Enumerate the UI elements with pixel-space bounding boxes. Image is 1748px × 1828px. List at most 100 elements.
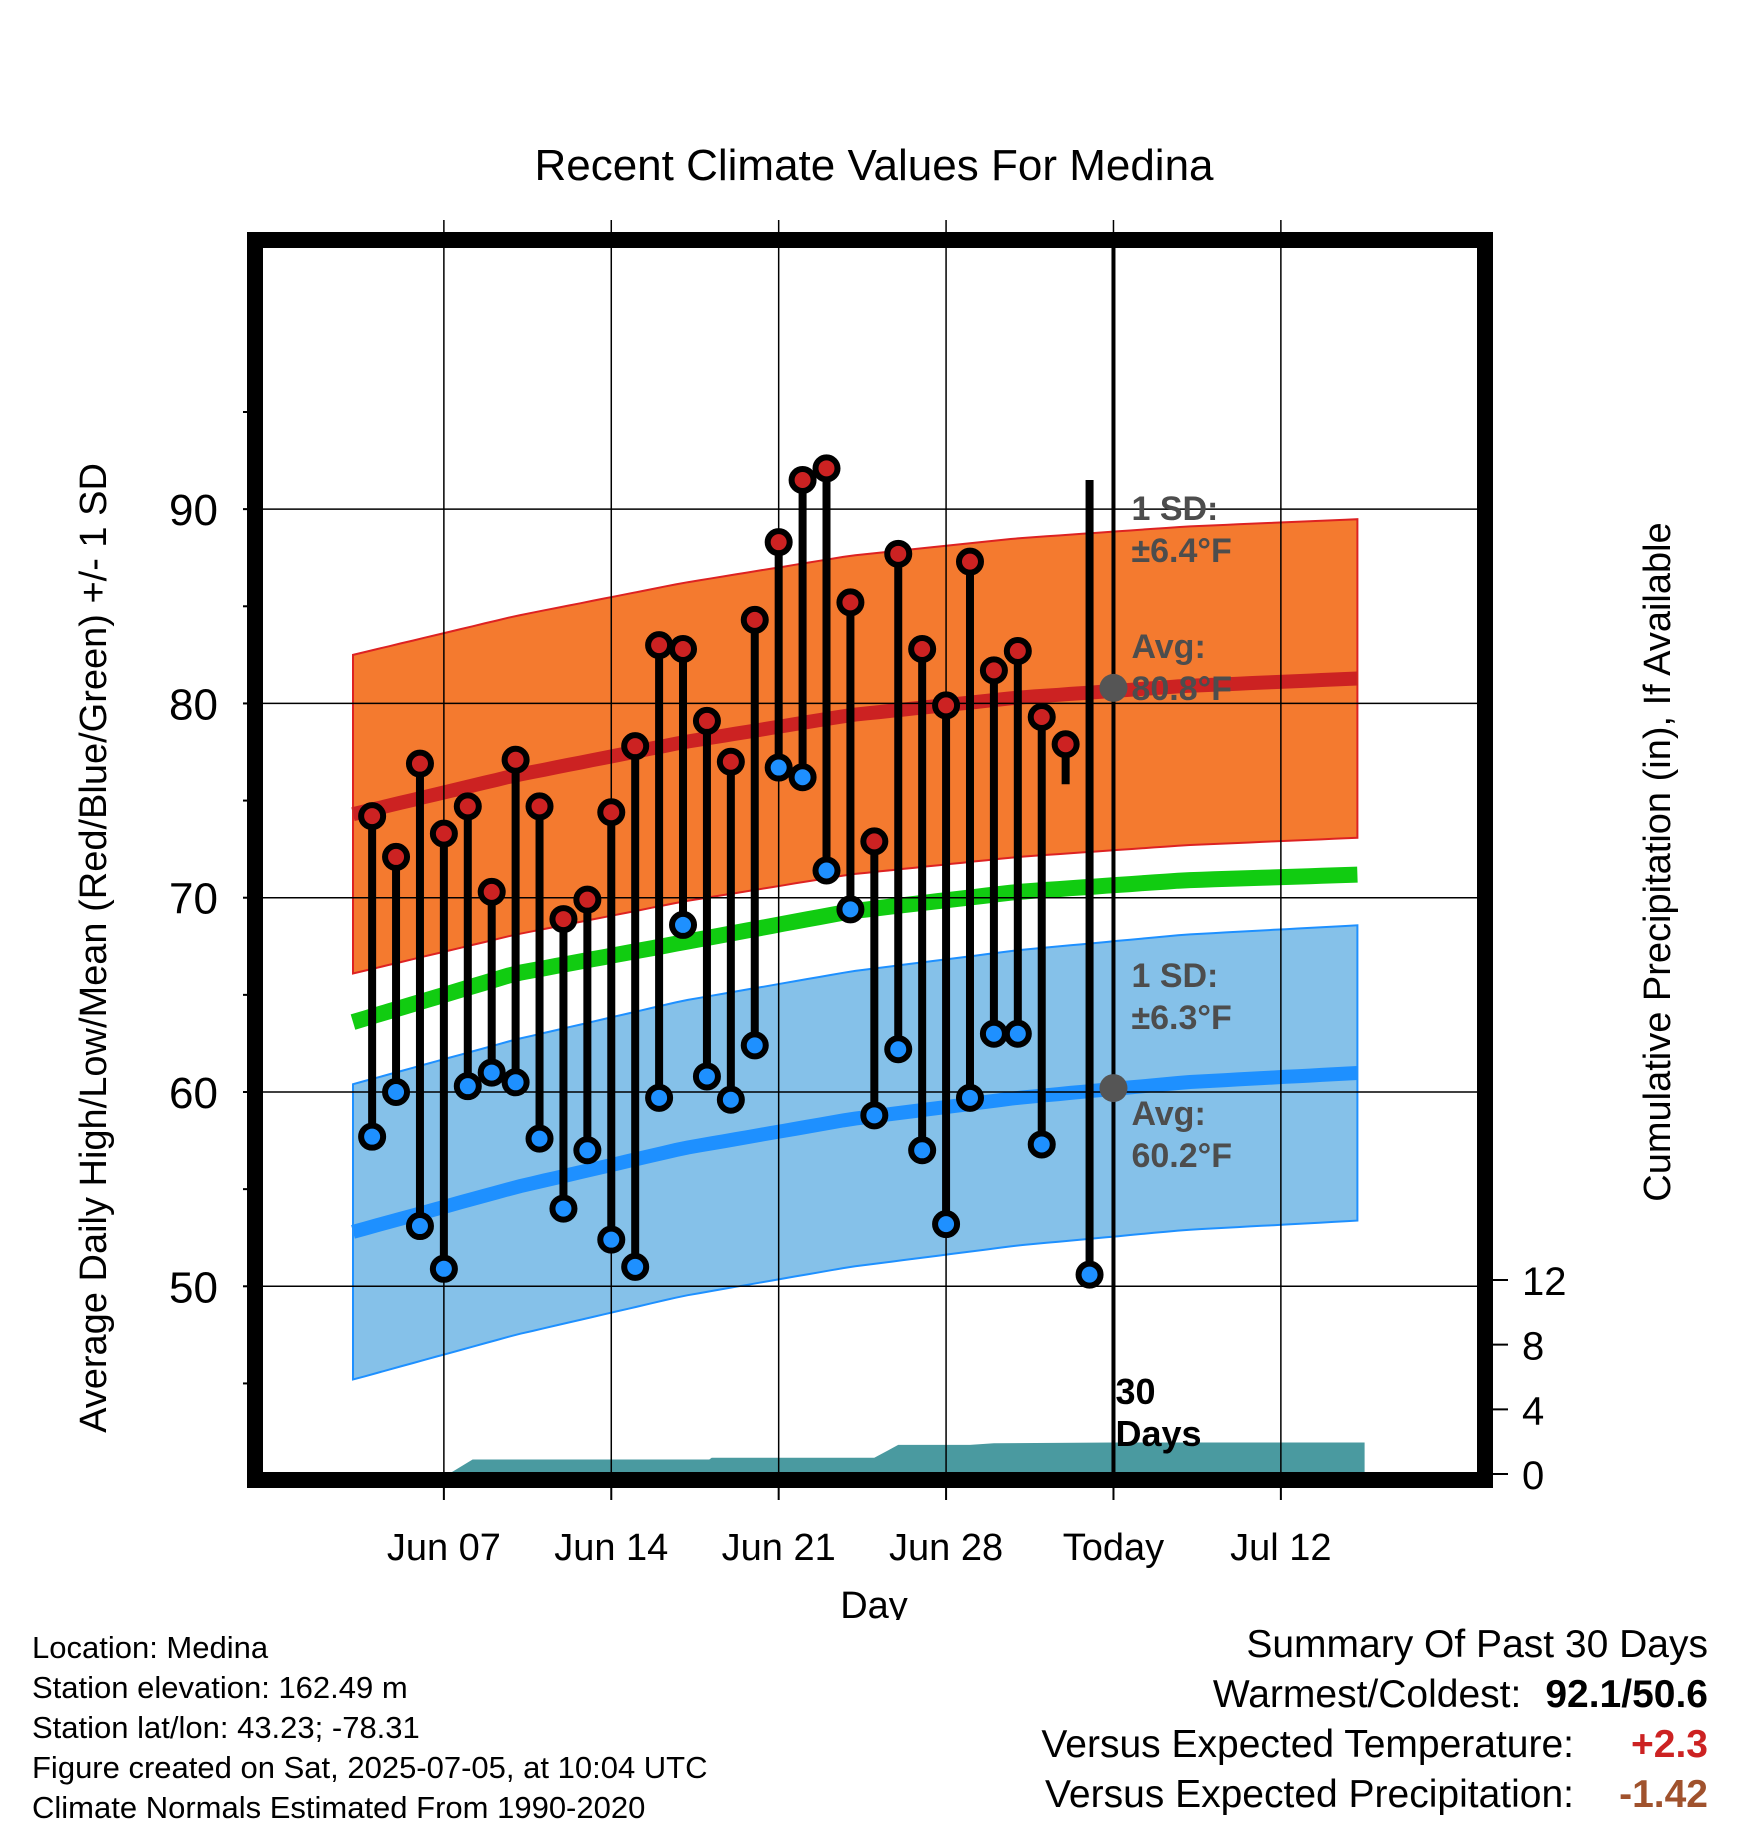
high-point xyxy=(477,877,506,906)
low-point xyxy=(1027,1130,1056,1159)
station-info: Location: Medina Station elevation: 162.… xyxy=(32,1628,708,1828)
high-avg-marker xyxy=(1099,673,1128,702)
x-tick-label: Jul 12 xyxy=(1230,1527,1331,1569)
x-tick-label: Jun 14 xyxy=(554,1527,668,1569)
y2-tick-label: 12 xyxy=(1522,1260,1567,1304)
temp-value: +2.3 xyxy=(1631,1723,1708,1766)
high-sd-value: ±6.4°F xyxy=(1131,532,1231,570)
window-label-days: Days xyxy=(1115,1413,1201,1454)
climate-chart: Recent Climate Values For Medina 1 SD: ±6… xyxy=(73,141,1679,1620)
high-point xyxy=(812,454,841,483)
low-point xyxy=(621,1252,650,1281)
summary-precip-row: Versus Expected Precipitation: -1.42 xyxy=(1041,1770,1708,1820)
y-tick-label: 80 xyxy=(169,680,218,729)
high-point xyxy=(884,539,913,568)
low-avg-label: Avg: xyxy=(1131,1095,1205,1133)
low-point xyxy=(405,1212,434,1241)
high-point xyxy=(669,635,698,664)
low-point xyxy=(860,1101,889,1130)
low-avg-value: 60.2°F xyxy=(1131,1137,1232,1175)
x-tick-label: Jun 07 xyxy=(387,1527,501,1569)
x-axis-label: Day xyxy=(840,1585,908,1620)
high-point xyxy=(836,588,865,617)
precip-area xyxy=(448,1442,1365,1472)
y-tick-label: 50 xyxy=(169,1263,218,1312)
temp-label: Versus Expected Temperature: xyxy=(1041,1723,1574,1766)
normals-text: Climate Normals Estimated From 1990-2020 xyxy=(32,1790,646,1825)
high-point xyxy=(788,466,817,494)
low-point xyxy=(884,1035,913,1064)
chart-title: Recent Climate Values For Medina xyxy=(534,141,1214,190)
high-point xyxy=(358,802,387,831)
y2-tick-label: 8 xyxy=(1522,1325,1544,1369)
low-point xyxy=(477,1058,506,1087)
high-point xyxy=(1027,703,1056,732)
high-avg-label: Avg: xyxy=(1131,628,1205,666)
warmest-label: Warmest/Coldest: xyxy=(1212,1673,1522,1716)
high-avg-value: 80.8°F xyxy=(1131,670,1232,708)
low-point xyxy=(382,1078,411,1106)
low-point xyxy=(429,1254,458,1283)
high-point xyxy=(860,827,889,856)
created-text: Figure created on Sat, 2025-07-05, at 10… xyxy=(32,1750,708,1785)
low-point xyxy=(573,1136,602,1165)
high-point xyxy=(429,819,458,848)
y2-axis-label: Cumulative Precipitation (in), If Availa… xyxy=(1637,522,1679,1201)
high-point xyxy=(692,706,721,735)
summary-title: Summary Of Past 30 Days xyxy=(1246,1623,1708,1666)
low-sd-band xyxy=(352,924,1359,1381)
high-point xyxy=(645,631,674,660)
high-point xyxy=(740,605,769,634)
low-normal-line xyxy=(351,1066,1358,1239)
high-sd-label: 1 SD: xyxy=(1131,490,1218,528)
low-point xyxy=(692,1062,721,1091)
low-point xyxy=(955,1083,984,1112)
low-point xyxy=(979,1019,1008,1048)
high-point xyxy=(764,528,793,557)
high-point xyxy=(597,798,626,827)
plot-area: 1 SD: ±6.4°F Avg: 80.8°F 1 SD: ±6.3°F Avg: 60.2… xyxy=(169,220,1567,1569)
high-normal-line xyxy=(351,671,1358,822)
low-point xyxy=(645,1083,674,1112)
low-point xyxy=(788,763,817,792)
low-point xyxy=(812,856,841,885)
high-point xyxy=(549,905,578,934)
low-point xyxy=(669,910,698,939)
high-point xyxy=(573,885,602,914)
summary-temp-row: Versus Expected Temperature: +2.3 xyxy=(1041,1720,1708,1770)
low-point xyxy=(453,1072,482,1101)
x-tick-label: Today xyxy=(1063,1527,1164,1569)
y-tick-label: 60 xyxy=(169,1069,218,1118)
high-point xyxy=(1051,730,1080,759)
high-point xyxy=(716,747,745,776)
high-point xyxy=(382,842,411,871)
x-tick-label: Jun 21 xyxy=(722,1527,836,1569)
high-point xyxy=(1003,636,1032,665)
low-point xyxy=(932,1210,961,1239)
low-point xyxy=(836,895,865,924)
low-sd-value: ±6.3°F xyxy=(1131,999,1231,1037)
summary-warmest-row: Warmest/Coldest: 92.1/50.6 xyxy=(1041,1670,1708,1720)
high-point xyxy=(405,749,434,778)
low-point xyxy=(1003,1019,1032,1048)
y2-tick-label: 4 xyxy=(1522,1389,1544,1433)
low-point xyxy=(597,1225,626,1254)
y-axis-label: Average Daily High/Low/Mean (Red/Blue/Gr… xyxy=(73,463,115,1433)
low-point xyxy=(549,1194,578,1223)
y2-tick-label: 0 xyxy=(1522,1454,1544,1498)
summary-panel: Summary Of Past 30 Days Warmest/Coldest:… xyxy=(1041,1620,1708,1820)
high-point xyxy=(525,792,554,821)
y-tick-label: 90 xyxy=(169,486,218,535)
plot-frame xyxy=(247,232,1493,1488)
x-tick-label: Jun 28 xyxy=(889,1527,1003,1569)
low-point xyxy=(740,1031,769,1060)
precip-label: Versus Expected Precipitation: xyxy=(1045,1773,1574,1816)
high-point xyxy=(979,656,1008,685)
latlon-text: Station lat/lon: 43.23; -78.31 xyxy=(32,1710,420,1745)
high-point xyxy=(453,792,482,821)
low-point xyxy=(716,1085,745,1114)
low-point xyxy=(525,1124,554,1153)
low-point xyxy=(764,753,793,782)
low-sd-label: 1 SD: xyxy=(1131,957,1218,995)
low-avg-marker xyxy=(1099,1074,1128,1103)
